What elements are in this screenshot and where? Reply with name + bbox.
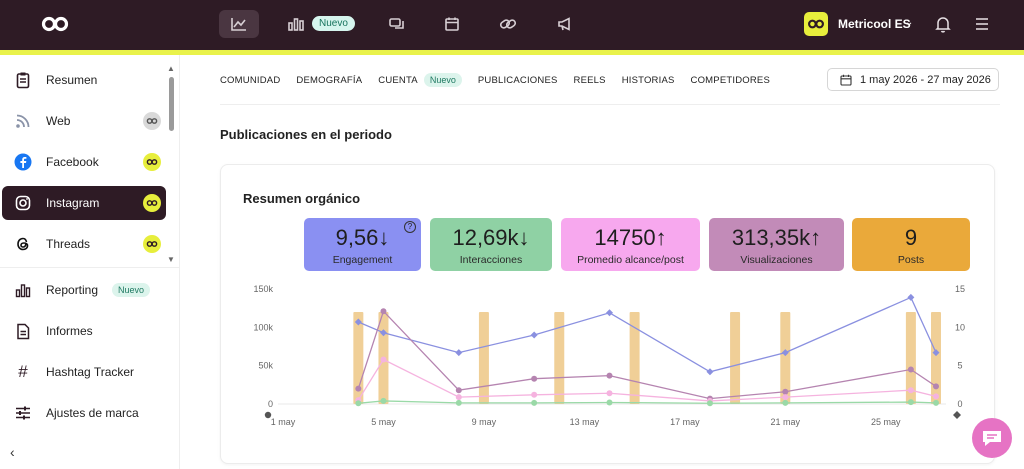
sidebar-item-label: Hashtag Tracker — [46, 365, 135, 379]
nav-links-icon[interactable] — [488, 10, 528, 38]
kpi-value: 9 — [904, 225, 918, 250]
new-badge: Nuevo — [112, 283, 151, 297]
connected-badge-icon — [143, 153, 161, 171]
tab-label: PUBLICACIONES — [477, 74, 558, 86]
chevron-down-icon[interactable]: ⌄ — [905, 17, 914, 28]
nav-new-badge: Nuevo — [312, 16, 355, 31]
kpi-promedio-alcance[interactable]: 14750↑ Promedio alcance/post — [561, 218, 700, 271]
tab-historias[interactable]: HISTORIAS — [622, 73, 675, 87]
sidebar-scrollbar[interactable] — [169, 77, 174, 131]
sidebar-item-informes[interactable]: Informes — [2, 314, 166, 348]
threads-icon — [14, 235, 32, 253]
connected-badge-icon — [143, 194, 161, 212]
card-title: Resumen orgánico — [243, 191, 361, 206]
chat-icon — [983, 431, 1001, 446]
calendar-icon — [840, 74, 852, 86]
rss-icon — [14, 112, 32, 130]
sidebar-item-threads[interactable]: Threads — [2, 227, 166, 261]
nav-calendar-icon[interactable] — [432, 10, 472, 38]
nav-analytics-icon[interactable] — [219, 10, 259, 38]
kpi-label: Promedio alcance/post — [577, 254, 684, 266]
instagram-icon — [14, 194, 32, 212]
connected-badge-icon — [143, 112, 161, 130]
clipboard-icon — [14, 71, 32, 89]
sidebar-item-label: Facebook — [46, 155, 99, 169]
metricool-logo-icon[interactable] — [40, 14, 70, 34]
scroll-down-icon[interactable]: ▼ — [167, 255, 175, 264]
kpi-value: 313,35k↑ — [731, 225, 822, 250]
top-bar: Nuevo Metricool ES ⌄ — [0, 0, 1024, 50]
sidebar-item-label: Threads — [46, 237, 91, 251]
kpi-value: 12,69k↓ — [452, 225, 530, 250]
nav-ads-megaphone-icon[interactable] — [545, 10, 585, 38]
section-title: Publicaciones en el periodo — [220, 127, 392, 142]
hamburger-menu-icon[interactable] — [974, 15, 990, 33]
help-icon[interactable]: ? — [404, 221, 416, 233]
sidebar-item-label: Ajustes de marca — [46, 406, 139, 420]
tab-reels[interactable]: REELS — [574, 73, 606, 87]
date-range-picker[interactable]: 1 may 2026 - 27 may 2026 — [827, 68, 999, 91]
top-bar-accent — [0, 50, 1024, 55]
sidebar-item-instagram[interactable]: Instagram — [2, 186, 166, 220]
section-tabs: COMUNIDAD DEMOGRAFÍA CUENTA Nuevo PUBLICA… — [220, 73, 770, 87]
kpi-interacciones[interactable]: 12,69k↓ Interacciones — [430, 218, 552, 271]
connected-badge-icon — [143, 235, 161, 253]
sidebar-item-ajustes-de-marca[interactable]: Ajustes de marca — [2, 396, 166, 430]
date-range-text: 1 may 2026 - 27 may 2026 — [860, 73, 991, 86]
hashtag-icon: # — [18, 362, 28, 381]
sidebar-item-label: Web — [46, 114, 71, 128]
sidebar-item-resumen[interactable]: Resumen — [2, 63, 166, 97]
tab-label: COMUNIDAD — [220, 74, 281, 86]
tab-label: COMPETIDORES — [690, 74, 770, 86]
tab-label: HISTORIAS — [621, 74, 675, 86]
sidebar-item-reporting[interactable]: Reporting Nuevo — [2, 273, 166, 307]
kpi-label: Engagement — [332, 254, 393, 266]
sidebar-divider — [0, 267, 180, 268]
sidebar-item-web[interactable]: Web — [2, 104, 166, 138]
collapse-sidebar-icon[interactable]: ‹ — [10, 444, 15, 460]
bar-chart-icon — [14, 281, 32, 299]
brand-avatar-icon[interactable] — [804, 12, 828, 36]
tab-label: CUENTA — [378, 74, 418, 86]
kpi-posts[interactable]: 9 Posts — [852, 218, 970, 271]
sidebar-item-label: Informes — [46, 324, 93, 338]
kpi-value: 9,56↓ — [335, 225, 390, 250]
tab-comunidad[interactable]: COMUNIDAD — [220, 73, 280, 87]
kpi-label: Visualizaciones — [740, 254, 813, 266]
bell-icon[interactable] — [935, 15, 951, 33]
nav-inbox-icon[interactable] — [377, 10, 417, 38]
kpi-label: Interacciones — [459, 254, 523, 266]
sidebar-item-label: Resumen — [46, 73, 98, 87]
facebook-icon — [14, 153, 32, 171]
account-name[interactable]: Metricool ES — [838, 17, 911, 31]
tab-publicaciones[interactable]: PUBLICACIONES — [478, 73, 558, 87]
sliders-icon — [14, 404, 32, 422]
tab-label: DEMOGRAFÍA — [296, 74, 363, 86]
sidebar-item-hashtag-tracker[interactable]: # Hashtag Tracker — [2, 355, 166, 389]
kpi-value: 14750↑ — [594, 225, 667, 250]
sidebar-item-label: Reporting — [46, 283, 99, 297]
chat-support-button[interactable] — [972, 418, 1012, 458]
nav-reports-icon[interactable] — [276, 10, 316, 38]
kpi-visualizaciones[interactable]: 313,35k↑ Visualizaciones — [709, 218, 844, 271]
tab-demografia[interactable]: DEMOGRAFÍA — [296, 73, 362, 87]
new-badge: Nuevo — [423, 73, 462, 87]
organic-summary-card — [220, 164, 995, 464]
document-icon — [14, 322, 32, 340]
tab-competidores[interactable]: COMPETIDORES — [691, 73, 770, 87]
sidebar-item-facebook[interactable]: Facebook — [2, 145, 166, 179]
kpi-label: Posts — [897, 254, 925, 266]
sidebar: ▲ ▼ Resumen Web Facebook Instagram — [0, 55, 180, 469]
tab-label: REELS — [573, 74, 606, 86]
kpi-engagement[interactable]: 9,56↓ Engagement ? — [304, 218, 421, 271]
tab-cuenta[interactable]: CUENTA Nuevo — [378, 73, 462, 87]
sidebar-item-label: Instagram — [46, 196, 100, 210]
scroll-up-icon[interactable]: ▲ — [167, 64, 175, 73]
tabs-divider — [220, 104, 1000, 105]
